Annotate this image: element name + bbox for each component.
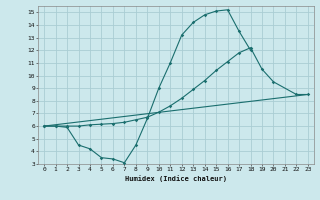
- X-axis label: Humidex (Indice chaleur): Humidex (Indice chaleur): [125, 175, 227, 182]
